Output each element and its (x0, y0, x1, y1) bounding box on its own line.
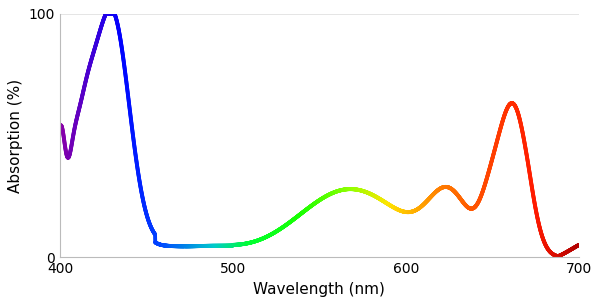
X-axis label: Wavelength (nm): Wavelength (nm) (253, 282, 385, 297)
Y-axis label: Absorption (%): Absorption (%) (8, 78, 23, 192)
